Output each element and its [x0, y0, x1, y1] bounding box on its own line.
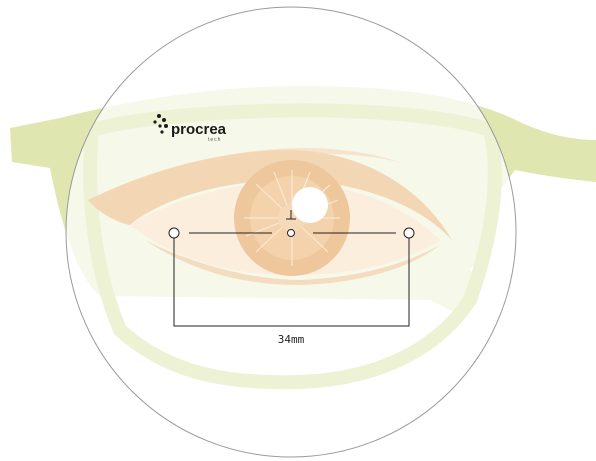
measurement-label: 34mm — [278, 333, 305, 346]
logo-mark-icon — [153, 114, 168, 134]
logo-tagline: tech — [208, 137, 221, 143]
right-marker — [403, 227, 415, 239]
left-marker — [168, 227, 180, 239]
measurement-bracket — [173, 238, 410, 327]
lens-outline — [65, 6, 517, 458]
pd-measurement — [168, 210, 415, 327]
pupil-center-marker — [287, 229, 295, 237]
logo-wordmark: procrea — [171, 121, 227, 138]
eye-highlight — [292, 187, 328, 223]
procrea-logo: procrea tech — [153, 114, 227, 143]
eye-illustration — [88, 148, 452, 285]
